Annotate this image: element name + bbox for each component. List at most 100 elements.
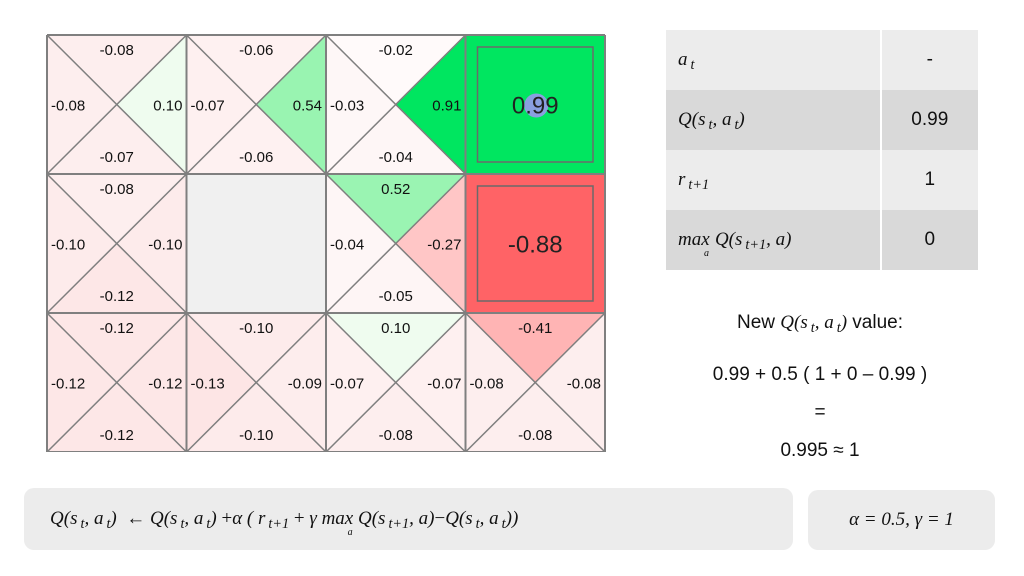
q-triangle-top xyxy=(326,313,466,383)
q-triangle-bottom xyxy=(326,243,466,313)
q-triangle-left xyxy=(326,35,396,174)
q-triangle-top xyxy=(186,35,326,105)
q-triangle-right xyxy=(116,313,187,452)
new-q-heading: New Q(s t, a t) value: xyxy=(737,312,903,337)
q-triangle-top xyxy=(47,313,187,383)
q-value-right: -0.12 xyxy=(148,376,182,393)
reward-value: 1 xyxy=(879,150,978,210)
q-triangle-left xyxy=(465,313,536,452)
row-max-q: max a Q(s t+1, a) 0 xyxy=(666,210,978,270)
q-triangle-left xyxy=(47,313,117,452)
diagonal-line xyxy=(464,312,606,452)
q-triangle-bottom xyxy=(326,382,466,452)
q-triangle-right xyxy=(395,313,466,452)
terminal-cell xyxy=(465,174,605,313)
q-triangle-left xyxy=(326,313,396,452)
q-triangle-top xyxy=(326,35,466,105)
q-triangle-right xyxy=(535,313,605,452)
q-triangle-bottom xyxy=(186,104,326,174)
q-value-left: -0.07 xyxy=(330,376,364,393)
q-triangle-right xyxy=(256,313,326,452)
q-value-bottom: -0.12 xyxy=(100,427,134,444)
q-value-top: -0.41 xyxy=(518,320,552,337)
q-triangle-left xyxy=(326,174,396,313)
q-value-right: -0.08 xyxy=(567,376,601,393)
diagonal-line xyxy=(46,173,188,314)
max-q-value: 0 xyxy=(879,210,978,270)
diagonal-line xyxy=(46,312,188,452)
q-value-top: -0.12 xyxy=(100,320,134,337)
q-value-bottom: -0.08 xyxy=(379,427,413,444)
q-triangle-left xyxy=(47,35,117,174)
q-triangle-top xyxy=(186,313,326,383)
q-value-bottom: -0.06 xyxy=(239,149,273,166)
q-value-left: -0.03 xyxy=(330,98,364,115)
q-value-top: 0.10 xyxy=(381,320,410,337)
q-value-bottom: -0.05 xyxy=(379,288,413,305)
q-value-left: -0.10 xyxy=(51,237,85,254)
reward-label: r t+1 xyxy=(666,150,881,210)
gridworld: -0.08 0.10 -0.07 -0.08 -0.06 0.54 -0.06 -0.07 -0… xyxy=(46,34,606,452)
diagonal-line xyxy=(185,34,327,175)
q-triangle-bottom xyxy=(47,104,187,174)
q-value-right: -0.07 xyxy=(427,376,461,393)
q-triangle-right xyxy=(256,35,326,174)
q-value-left: -0.04 xyxy=(330,237,364,254)
hyperparameters: α = 0.5, γ = 1 xyxy=(808,490,995,550)
q-triangle-right xyxy=(395,35,466,174)
q-value-top: -0.10 xyxy=(239,320,273,337)
q-value-right: 0.54 xyxy=(293,98,322,115)
q-value-right: 0.10 xyxy=(153,98,182,115)
q-triangle-right xyxy=(116,35,187,174)
q-value-right: -0.27 xyxy=(427,237,461,254)
q-value-left: -0.13 xyxy=(191,376,225,393)
q-triangle-top xyxy=(47,174,187,244)
q-value-bottom: -0.07 xyxy=(100,149,134,166)
q-triangle-top xyxy=(465,313,605,383)
q-triangle-top xyxy=(326,174,466,244)
q-value-left: -0.12 xyxy=(51,376,85,393)
q-value-right: -0.10 xyxy=(148,237,182,254)
diagonal-line xyxy=(325,173,467,314)
q-triangle-bottom xyxy=(186,382,326,452)
diagonal-line xyxy=(325,34,467,175)
q-value-top: -0.08 xyxy=(100,42,134,59)
q-triangle-bottom xyxy=(465,382,605,452)
q-value-left: -0.07 xyxy=(191,98,225,115)
q-value-right: -0.09 xyxy=(288,376,322,393)
terminal-value: -0.88 xyxy=(508,232,563,259)
terminal-value: 0.99 xyxy=(512,93,559,120)
q-value-left: -0.08 xyxy=(51,98,85,115)
q-value-label: Q(s t, a t) xyxy=(666,90,881,150)
terminal-inner-frame xyxy=(476,185,594,302)
diagonal-line xyxy=(185,312,327,452)
q-value-bottom: -0.04 xyxy=(379,149,413,166)
q-update-formula: Q(s t, a t) ← Q(s t, a t) +α ( r t+1 + γ max a… xyxy=(24,488,793,550)
q-triangle-left xyxy=(47,174,117,313)
calc-result: 0.995 ≈ 1 xyxy=(780,440,860,461)
action-value: - xyxy=(879,30,978,90)
q-value-bottom: -0.12 xyxy=(100,288,134,305)
q-triangle-bottom xyxy=(47,243,187,313)
q-triangle-top xyxy=(47,35,187,105)
max-q-label: max a Q(s t+1, a) xyxy=(666,210,881,270)
row-q-value: Q(s t, a t) 0.99 xyxy=(666,90,978,150)
q-value-top: -0.02 xyxy=(379,42,413,59)
q-triangle-right xyxy=(395,174,466,313)
wall-cell xyxy=(186,174,326,313)
q-value-top: -0.08 xyxy=(100,181,134,198)
q-value-value: 0.99 xyxy=(879,90,978,150)
q-value-bottom: -0.10 xyxy=(239,427,273,444)
q-triangle-left xyxy=(186,313,257,452)
row-reward: r t+1 1 xyxy=(666,150,978,210)
calc-equals: = xyxy=(814,402,826,423)
agent-dot xyxy=(524,93,549,118)
q-triangle-left xyxy=(186,35,257,174)
terminal-inner-frame xyxy=(476,46,594,163)
q-triangle-bottom xyxy=(47,382,187,452)
q-value-bottom: -0.08 xyxy=(518,427,552,444)
q-triangle-right xyxy=(116,174,187,313)
